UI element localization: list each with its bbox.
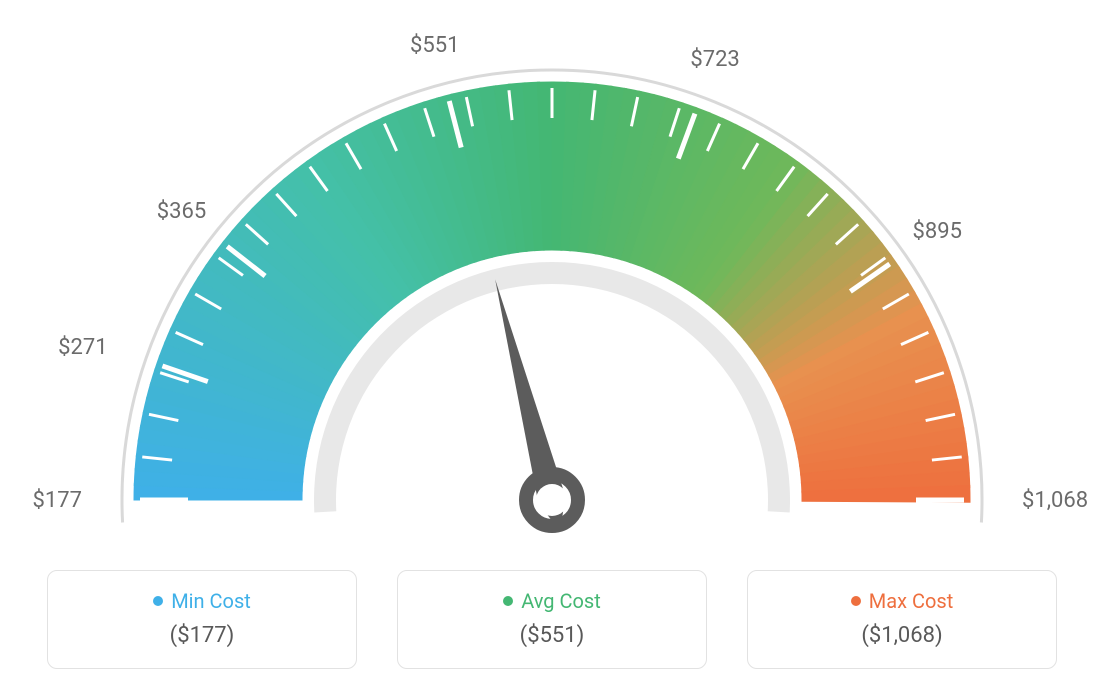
gauge-tick-label: $365 [157,199,206,224]
legend-label-text: Avg Cost [521,589,601,613]
gauge-tick-label: $551 [410,33,459,58]
legend-label-text: Min Cost [171,589,251,613]
gauge-tick-label: $271 [58,335,107,360]
dot-icon [851,596,861,606]
gauge-tick-label: $1,068 [1022,488,1088,513]
gauge-chart: $177 $271 $365 $551 $723 $895 $1,068 [0,20,1104,560]
legend-label-max: Max Cost [851,589,954,613]
gauge-tick-label: $895 [913,219,962,244]
legend-card-max: Max Cost ($1,068) [747,570,1057,669]
legend-card-min: Min Cost ($177) [47,570,357,669]
legend-label-avg: Avg Cost [503,589,601,613]
chart-container: $177 $271 $365 $551 $723 $895 $1,068 Min Cost … [0,0,1104,690]
dot-icon [153,596,163,606]
gauge-tick-label: $723 [690,47,739,72]
legend-card-avg: Avg Cost ($551) [397,570,707,669]
legend-value-min: ($177) [170,623,235,648]
legend-value-avg: ($551) [520,623,585,648]
dot-icon [503,596,513,606]
legend-value-max: ($1,068) [861,623,942,648]
legend-label-text: Max Cost [869,589,954,613]
legend-label-min: Min Cost [153,589,251,613]
legend-row: Min Cost ($177) Avg Cost ($551) Max Cost… [0,570,1104,669]
gauge-tick-label: $177 [33,488,82,513]
